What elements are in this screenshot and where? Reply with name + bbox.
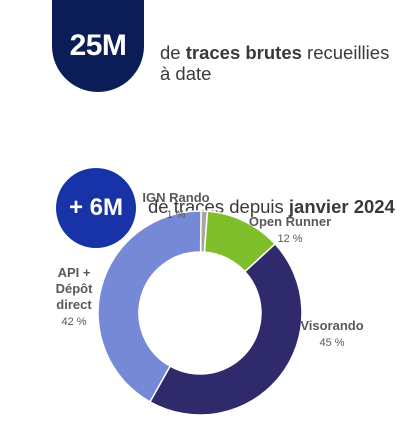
slice-label: Dépôt	[56, 281, 94, 296]
stat-text-emphasis: traces brutes	[185, 42, 302, 63]
slice-label: Open Runner	[249, 214, 331, 229]
slice-value-label: 12 %	[277, 233, 302, 245]
stat-text-part: recueillies à date	[160, 42, 390, 84]
donut-chart: IGN Rando 1 % Open Runner 12 % Visorando 45 %…	[56, 190, 364, 416]
stat-traces-since-2024: + 6M de traces depuis janvier 2024	[0, 84, 403, 248]
donut-slice-3	[97, 210, 202, 403]
slice-label: IGN Rando	[142, 190, 209, 205]
stat-traces-total: 25M de traces brutes recueillies à date	[0, 0, 403, 92]
slice-label: direct	[56, 297, 92, 312]
stat-badge: 25M	[52, 0, 144, 92]
stat-text-part: de	[160, 42, 186, 63]
slice-label: API +	[58, 265, 91, 280]
slice-value-label: 1 %	[167, 209, 186, 221]
stat-text-emphasis: janvier 2024	[288, 196, 395, 217]
stat-badge: + 6M	[56, 168, 136, 248]
slice-label: Visorando	[300, 318, 363, 333]
stat-description: de traces depuis janvier 2024	[148, 196, 403, 217]
slice-value-label: 42 %	[61, 316, 86, 328]
stat-description: de traces brutes recueillies à date	[160, 42, 400, 84]
slice-value-label: 45 %	[319, 337, 344, 349]
donut-slice-2	[148, 242, 303, 416]
